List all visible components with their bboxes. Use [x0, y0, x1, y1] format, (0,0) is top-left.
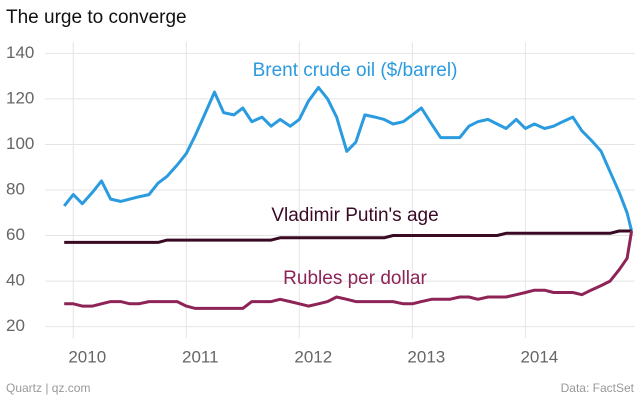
series-label: Rubles per dollar	[283, 268, 427, 289]
x-tick-label: 2014	[520, 347, 558, 366]
y-tick-label: 100	[6, 134, 34, 153]
series-line	[64, 229, 632, 244]
credit: Quartz | qz.com	[6, 381, 90, 395]
x-tick-label: 2010	[68, 347, 106, 366]
x-tick-label: 2013	[407, 347, 445, 366]
source: Data: FactSet	[561, 381, 635, 395]
series-label: Brent crude oil ($/barrel)	[253, 60, 458, 81]
x-tick-label: 2011	[182, 347, 219, 366]
y-tick-label: 140	[6, 43, 34, 62]
series-line	[63, 86, 634, 232]
chart-title: The urge to converge	[6, 7, 187, 28]
y-tick-label: 80	[6, 179, 25, 198]
y-tick-label: 120	[6, 88, 34, 107]
y-tick-label: 60	[6, 225, 25, 244]
x-tick-label: 2012	[294, 347, 332, 366]
y-tick-label: 20	[6, 316, 25, 335]
series-line	[64, 230, 634, 310]
y-tick-label: 40	[6, 271, 25, 290]
series-label: Vladimir Putin's age	[271, 205, 438, 226]
